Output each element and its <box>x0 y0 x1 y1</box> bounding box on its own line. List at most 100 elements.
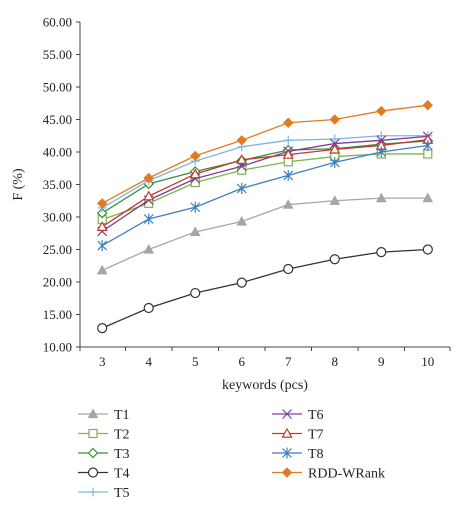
data-point <box>143 190 155 201</box>
data-point <box>376 131 386 141</box>
y-tick-label: 30.00 <box>43 210 72 225</box>
data-point <box>236 135 247 146</box>
data-point <box>283 157 293 167</box>
legend-label: T6 <box>308 408 324 423</box>
series-line <box>101 139 428 228</box>
legend: T1 T2 T3 T4 T5 T6 T7 T8 RDD-WRank <box>78 408 385 501</box>
data-point <box>422 192 434 203</box>
series-t1 <box>96 192 434 275</box>
legend-label: T5 <box>114 486 130 501</box>
x-tick-label: 6 <box>238 354 245 369</box>
legend-marker <box>281 467 293 478</box>
series-t7 <box>96 133 434 231</box>
x-tick-label: 3 <box>99 354 106 369</box>
y-tick-label: 35.00 <box>43 177 72 192</box>
y-tick-label: 45.00 <box>43 112 72 127</box>
data-point <box>96 264 108 275</box>
data-point <box>329 138 340 149</box>
data-point <box>143 302 154 314</box>
legend-label: T3 <box>114 447 130 462</box>
legend-label: T7 <box>308 428 324 443</box>
x-tick-label: 10 <box>421 354 434 369</box>
legend-marker <box>282 409 292 419</box>
axes: 10.00 15.00 20.00 25.00 30.00 35.00 40.00 45.00… <box>43 15 451 369</box>
data-point <box>330 134 340 144</box>
data-point <box>283 135 293 145</box>
x-tick-label: 5 <box>192 354 199 369</box>
data-point <box>97 323 108 334</box>
data-point <box>283 117 294 128</box>
legend-marker <box>88 487 98 497</box>
legend-item: RDD-WRank <box>272 467 385 482</box>
legend-marker <box>87 408 99 419</box>
data-point <box>143 213 154 225</box>
data-point <box>422 140 433 151</box>
y-tick-label: 25.00 <box>43 242 72 257</box>
x-tick-label: 8 <box>332 354 339 369</box>
data-point <box>376 105 387 117</box>
legend-marker <box>282 447 292 459</box>
data-point <box>375 192 387 203</box>
legend-item: T4 <box>78 467 130 482</box>
legend-marker <box>87 467 99 478</box>
series-t8 <box>97 140 433 252</box>
data-point <box>190 287 201 299</box>
legend-label: RDD-WRank <box>308 467 385 482</box>
series-line <box>101 197 428 271</box>
data-point <box>422 244 433 255</box>
legend-item: T8 <box>272 447 324 462</box>
legend-marker <box>88 428 98 439</box>
legend-item: T2 <box>78 428 130 443</box>
y-tick-label: 55.00 <box>43 47 72 62</box>
y-tick-label: 60.00 <box>43 15 72 30</box>
legend-marker <box>87 447 99 459</box>
data-point <box>189 226 201 237</box>
legend-item: T1 <box>78 408 130 423</box>
series-layer <box>96 99 434 334</box>
y-tick-label: 10.00 <box>43 340 72 355</box>
data-point <box>190 150 201 162</box>
data-point <box>422 99 434 111</box>
legend-item: T6 <box>272 408 324 423</box>
data-point <box>329 254 340 265</box>
y-axis-label: F (%) <box>11 168 26 201</box>
data-point <box>283 263 294 275</box>
legend-marker <box>281 427 293 438</box>
series-t5 <box>97 131 433 213</box>
data-point <box>329 195 341 205</box>
data-point <box>236 216 248 226</box>
legend-item: T3 <box>78 447 130 462</box>
legend-label: T2 <box>114 428 130 443</box>
y-tick-label: 50.00 <box>43 80 72 95</box>
series-t4 <box>97 244 433 334</box>
x-tick-label: 4 <box>145 354 152 369</box>
series-line <box>101 144 428 247</box>
x-axis-label: keywords (pcs) <box>222 378 308 393</box>
data-point <box>329 143 341 154</box>
data-point <box>282 148 294 159</box>
data-point <box>329 114 340 125</box>
x-ticks: 3 4 5 6 7 8 9 10 <box>79 347 451 369</box>
data-point <box>236 182 247 194</box>
y-ticks: 10.00 15.00 20.00 25.00 30.00 35.00 40.00 45.00… <box>43 15 80 355</box>
series-line <box>101 104 428 204</box>
data-point <box>329 156 340 168</box>
legend-label: T8 <box>308 447 324 462</box>
data-point <box>423 149 433 159</box>
data-point <box>376 146 387 158</box>
y-tick-label: 15.00 <box>43 307 72 322</box>
y-tick-label: 40.00 <box>43 145 72 160</box>
data-point <box>96 207 108 219</box>
data-point <box>96 221 108 231</box>
legend-item: T7 <box>272 428 324 443</box>
y-tick-label: 20.00 <box>43 275 72 290</box>
data-point <box>97 240 108 252</box>
data-point <box>190 201 201 213</box>
data-point <box>282 199 294 209</box>
data-point <box>189 168 201 179</box>
data-point <box>283 169 294 181</box>
data-point <box>143 243 155 254</box>
data-point <box>236 277 247 288</box>
legend-label: T4 <box>114 467 130 482</box>
